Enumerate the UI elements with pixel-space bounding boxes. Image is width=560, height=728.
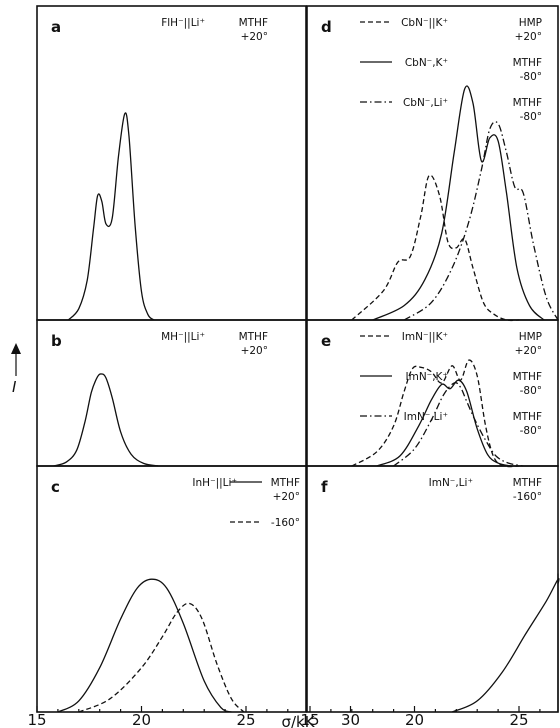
x-tick-label: 20 <box>405 711 424 728</box>
x-tick-label: 20 <box>132 711 151 728</box>
legend-solvent: MTHF <box>513 97 542 109</box>
legend-temperature: +20° <box>515 345 542 357</box>
series-line-d-2 <box>403 121 559 321</box>
panel-frame <box>306 5 559 321</box>
series-line-e-2 <box>393 382 524 467</box>
panel-label: c <box>51 478 60 496</box>
legend-solvent: HMP <box>519 331 542 343</box>
legend-label: CbN⁻,Li⁺ <box>403 97 448 109</box>
legend-temperature: +20° <box>241 345 268 357</box>
legend-temperature: -80° <box>520 111 542 123</box>
legend-solvent: MTHF <box>271 477 300 489</box>
series-line-e-1 <box>376 379 511 467</box>
legend-label: ImN⁻,K⁺ <box>406 371 449 383</box>
legend-label: ImN⁻||K⁺ <box>402 331 448 343</box>
series-line-c-1 <box>78 602 245 713</box>
panel-frame <box>36 465 307 713</box>
x-axis-label: σ/kK <box>281 713 315 728</box>
series-line-a-0 <box>67 112 155 321</box>
legend-solvent: MTHF <box>513 371 542 383</box>
panel-d: d CbN⁻||K⁺ HMP +20° CbN⁻,K⁺ MTHF -80° CbN⁻,Li⁺ M… <box>306 5 559 322</box>
legend-solvent: MTHF <box>239 331 268 343</box>
panel-frame <box>36 5 307 321</box>
series-line-d-1 <box>372 85 545 321</box>
y-axis-label: I <box>12 378 17 396</box>
legend-temperature: -160° <box>271 517 300 529</box>
legend-temperature: -160° <box>513 491 542 503</box>
legend-solvent: MTHF <box>239 17 268 29</box>
legend-label: CbN⁻,K⁺ <box>405 57 448 69</box>
legend-label: FlH⁻||Li⁺ <box>161 17 205 29</box>
legend-label: ImN⁻,Li⁺ <box>404 411 448 423</box>
legend-temperature: +20° <box>273 491 300 503</box>
legend-temperature: -80° <box>520 425 542 437</box>
series-line-c-0 <box>57 578 232 713</box>
x-tick-label: 25 <box>509 711 528 728</box>
panel-label: b <box>51 332 62 350</box>
x-tick-label: 30 <box>341 711 360 728</box>
legend-temperature: -80° <box>520 385 542 397</box>
y-axis-arrowhead <box>11 343 21 354</box>
panel-label: d <box>321 18 332 36</box>
panel-b: b MH⁻||Li⁺ MTHF +20° <box>36 319 307 467</box>
series-line-f-0 <box>451 573 560 713</box>
panel-f: f ImN⁻,Li⁺ MTHF -160° <box>306 465 560 713</box>
legend-label: InH⁻||Li⁺ <box>192 477 237 489</box>
series-line-d-0 <box>351 174 520 322</box>
panel-a: a FlH⁻||Li⁺ MTHF +20° <box>36 5 307 321</box>
legend-label: ImN⁻,Li⁺ <box>429 477 473 489</box>
legend-solvent: MTHF <box>513 411 542 423</box>
legend-solvent: HMP <box>519 17 542 29</box>
legend-temperature: +20° <box>241 31 268 43</box>
legend-label: CbN⁻||K⁺ <box>401 17 448 29</box>
legend-solvent: MTHF <box>513 477 542 489</box>
legend-temperature: +20° <box>515 31 542 43</box>
x-tick-label: 15 <box>300 711 319 728</box>
legend-label: MH⁻||Li⁺ <box>161 331 205 343</box>
series-line-b-0 <box>53 373 159 467</box>
panel-label: a <box>51 18 61 36</box>
panel-e: e ImN⁻||K⁺ HMP +20° ImN⁻,K⁺ MTHF -80° ImN⁻,Li⁺ M… <box>306 319 559 468</box>
legend-solvent: MTHF <box>513 57 542 69</box>
x-tick-label: 15 <box>27 711 46 728</box>
x-tick-label: 25 <box>236 711 255 728</box>
panel-c: c InH⁻||Li⁺ MTHF +20° -160° <box>36 465 307 713</box>
panel-label: e <box>321 332 331 350</box>
panel-label: f <box>321 478 328 496</box>
series-line-e-0 <box>351 359 520 468</box>
legend-temperature: -80° <box>520 71 542 83</box>
